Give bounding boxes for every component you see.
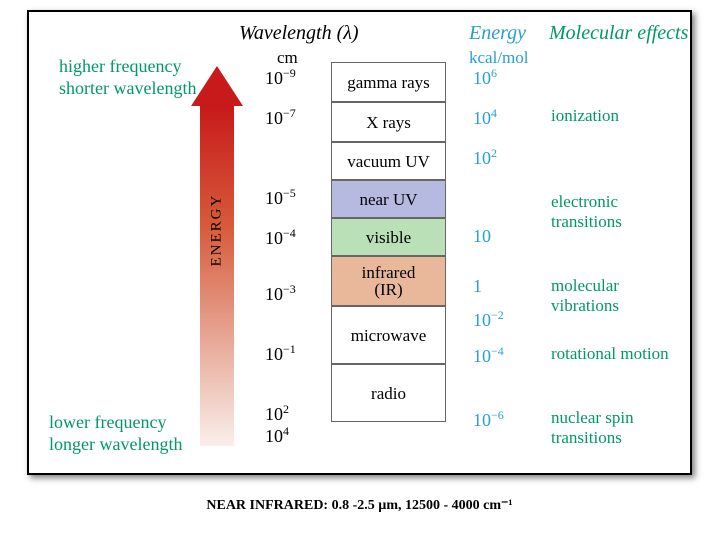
molecular-effect: molecular vibrations: [551, 276, 690, 316]
spectrum-band: radio: [331, 364, 446, 422]
spectrum-diagram: Wavelength (λ) Energy Molecular effects …: [27, 10, 692, 475]
energy-arrow: ENERGY: [191, 66, 243, 446]
label-high-freq: higher frequency shorter wavelength: [59, 56, 196, 99]
energy-tick: 10−6: [473, 408, 504, 431]
spectrum-band: near UV: [331, 180, 446, 218]
wavelength-tick: 10−3: [265, 282, 296, 305]
arrow-label: ENERGY: [209, 203, 226, 267]
wavelength-tick: 104: [265, 424, 289, 447]
spectrum-band: visible: [331, 218, 446, 256]
header-molecular: Molecular effects: [549, 22, 688, 45]
wavelength-tick: 10−1: [265, 342, 296, 365]
molecular-effect: nuclear spin transitions: [551, 408, 690, 448]
wavelength-tick: 10−9: [265, 66, 296, 89]
energy-tick: 1: [473, 276, 482, 297]
energy-tick: 10−2: [473, 308, 504, 331]
molecular-effect: rotational motion: [551, 344, 669, 364]
spectrum-band: X rays: [331, 102, 446, 142]
header-energy: Energy: [469, 22, 526, 45]
spectrum-band: infrared(IR): [331, 256, 446, 306]
spectrum-band: microwave: [331, 306, 446, 364]
wavelength-tick: 102: [265, 402, 289, 425]
energy-tick: 106: [473, 66, 497, 89]
energy-tick: 10: [473, 226, 491, 247]
header-wavelength: Wavelength (λ): [239, 22, 359, 45]
label-low-freq: lower frequency longer wavelength: [49, 412, 182, 455]
molecular-effect: ionization: [551, 106, 619, 126]
spectrum-column: gamma raysX raysvacuum UVnear UVvisiblei…: [331, 62, 446, 422]
spectrum-band: gamma rays: [331, 62, 446, 102]
wavelength-tick: 10−4: [265, 226, 296, 249]
unit-energy: kcal/mol: [469, 48, 528, 68]
caption: NEAR INFRARED: 0.8 -2.5 µm, 12500 - 4000…: [20, 497, 699, 514]
energy-tick: 102: [473, 146, 497, 169]
wavelength-tick: 10−7: [265, 106, 296, 129]
molecular-effect: electronic transitions: [551, 192, 690, 232]
energy-tick: 10−4: [473, 344, 504, 367]
spectrum-band: vacuum UV: [331, 142, 446, 180]
wavelength-tick: 10−5: [265, 186, 296, 209]
energy-tick: 104: [473, 106, 497, 129]
unit-wavelength: cm: [277, 48, 298, 68]
